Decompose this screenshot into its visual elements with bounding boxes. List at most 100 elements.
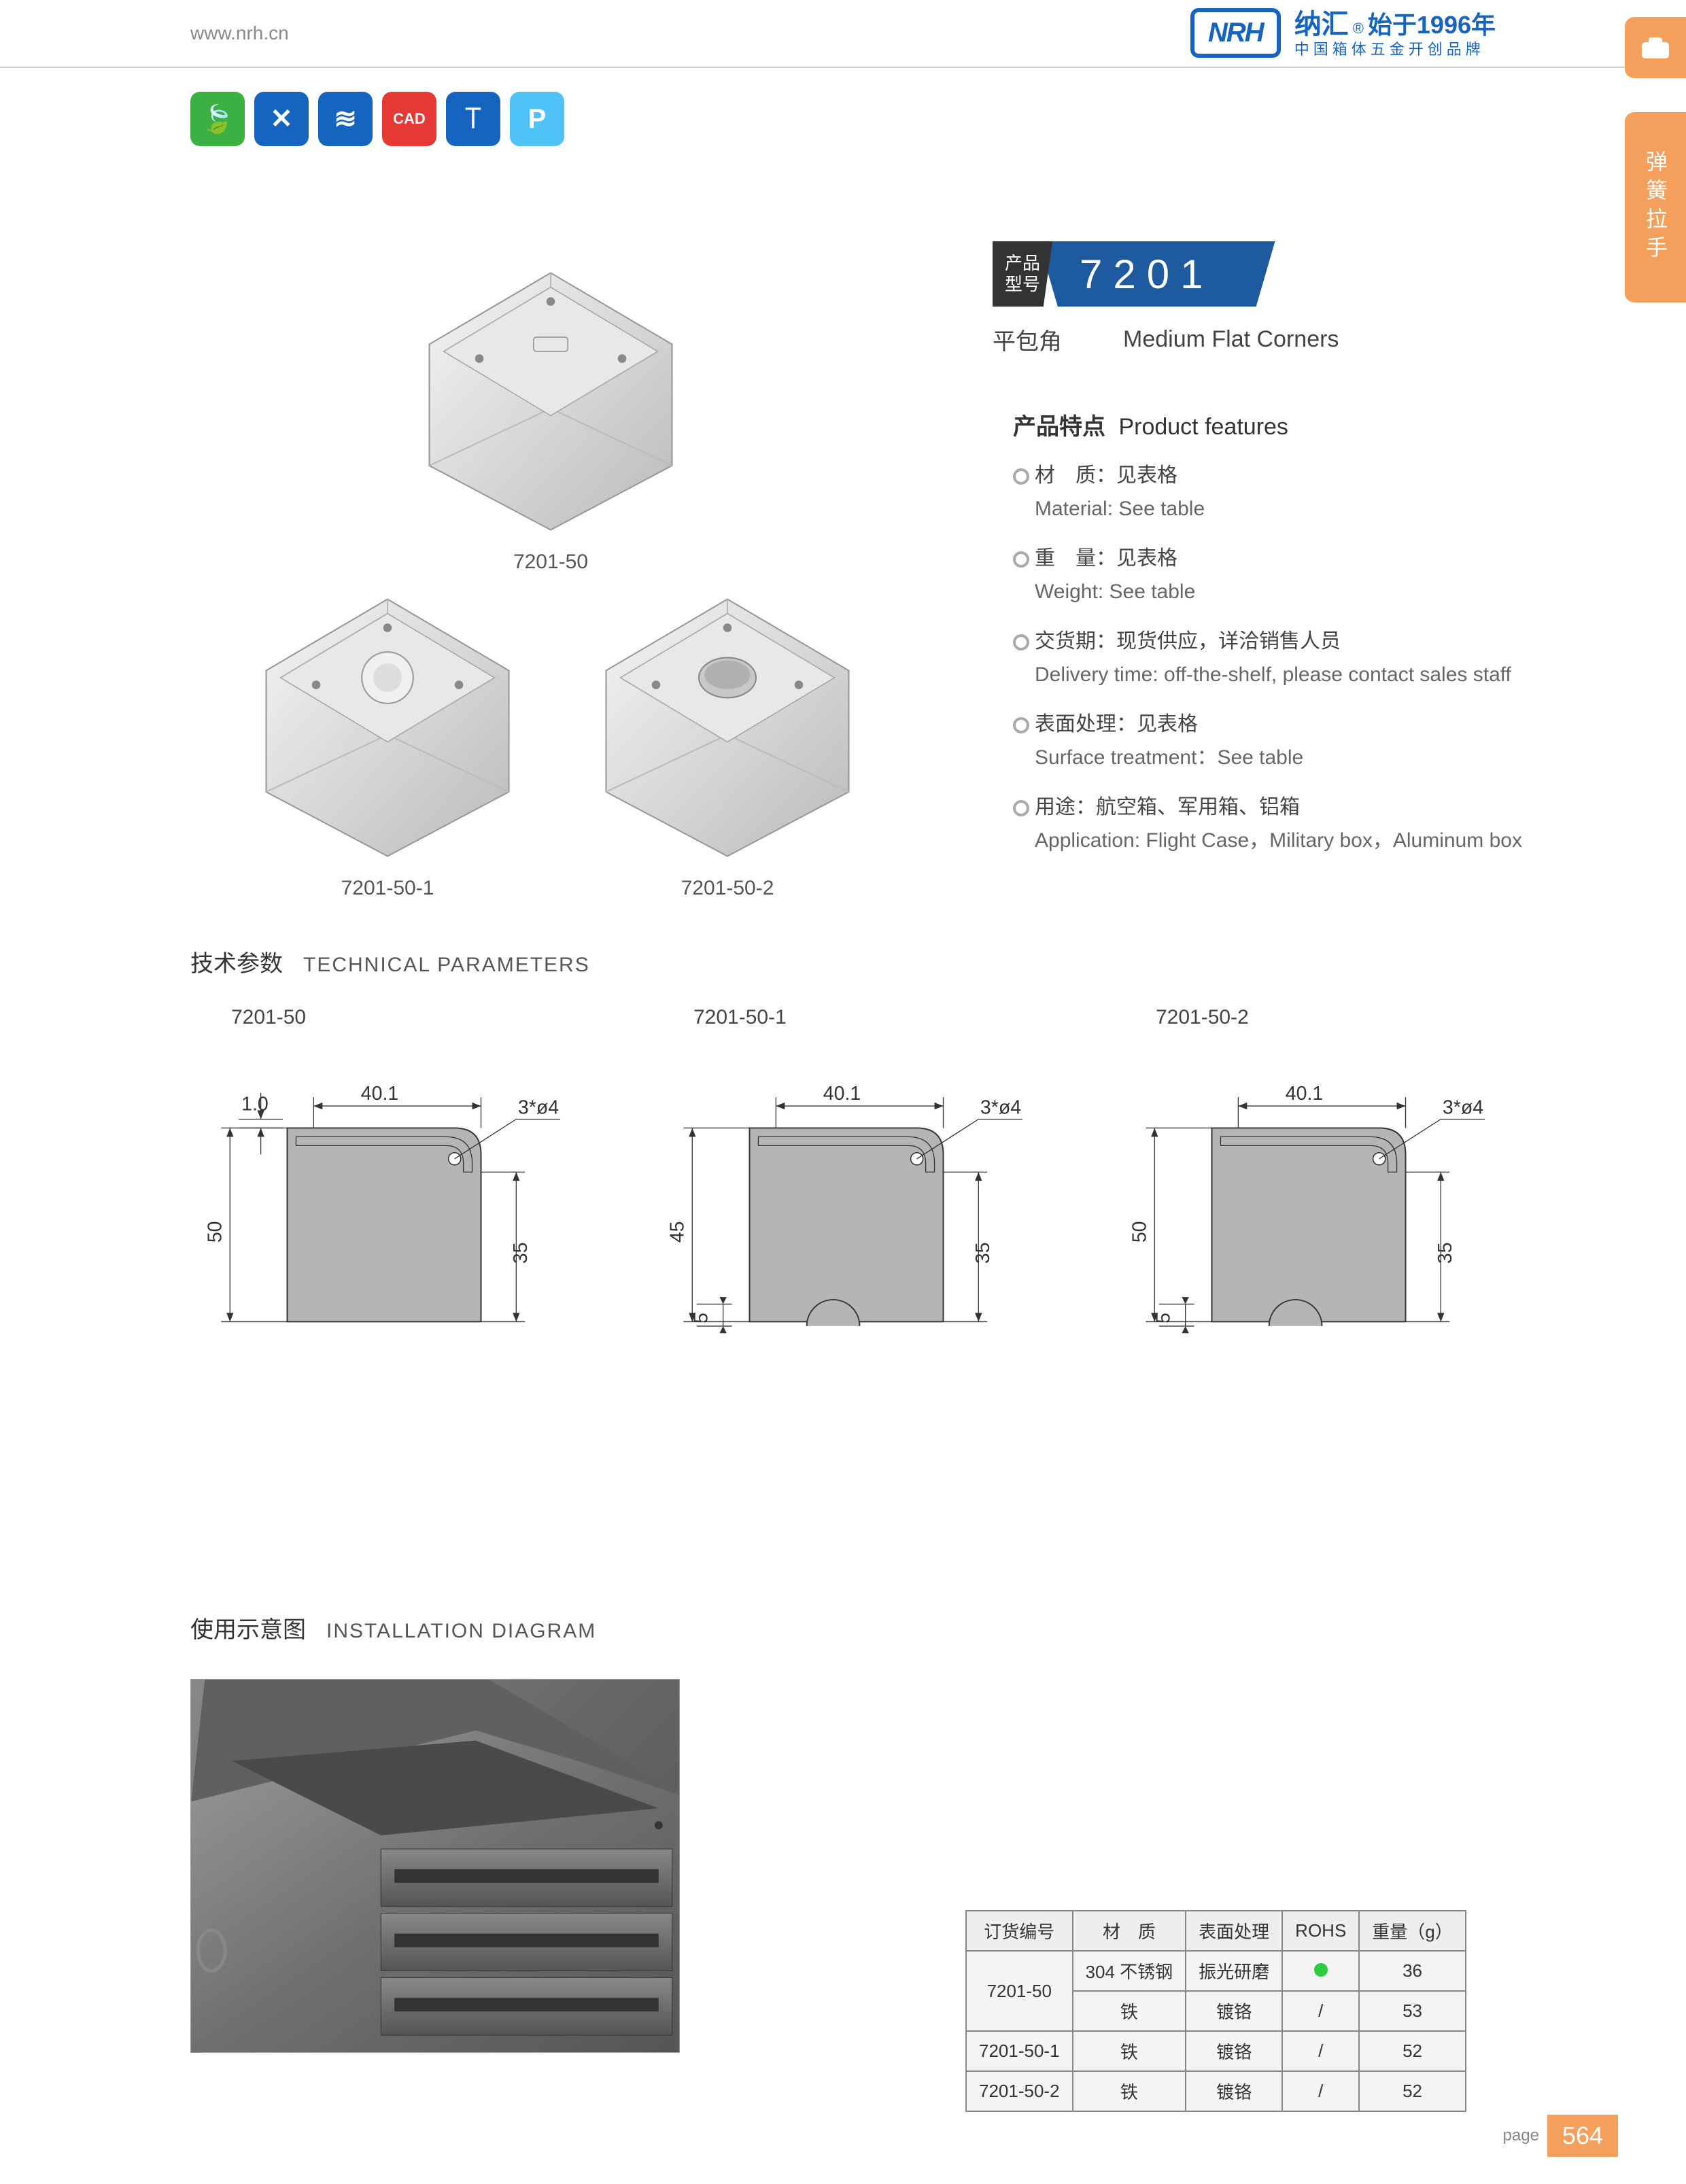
feature-item: 表面处理：见表格Surface treatment：See table [1013,709,1530,773]
product-label-1: 7201-50 [513,551,588,574]
logo-text: 纳汇 ® 始于1996年 中国箱体五金开创品牌 [1294,8,1496,58]
cell-surface: 镀铬 [1186,1991,1282,2031]
feature-icon: CAD [382,92,436,146]
cell-material: 铁 [1073,2071,1186,2111]
feature-icon: ≋ [318,92,373,146]
technical-drawing: 40.1 3*ø4 50 35 1.0 [190,1056,578,1376]
technical-diagrams: 7201-50 40.1 3*ø4 50 35 [190,1006,1536,1482]
page-number: page 564 [1503,2115,1618,2157]
side-tab-icon [1625,17,1686,78]
feature-item: 交货期：现货供应，详洽销售人员 Delivery time: off-the-sh… [1013,626,1530,690]
table-header: 重量（g） [1359,1911,1465,1951]
svg-text:3*ø4: 3*ø4 [518,1097,559,1119]
product-name: 平包角 Medium Flat Corners [993,323,1339,356]
diagram-label: 7201-50 [231,1006,612,1029]
logo-mark: NRH [1190,8,1281,58]
feature-text-en: Delivery time: off-the-shelf, please con… [1035,659,1530,690]
svg-text:35: 35 [1434,1243,1456,1264]
product-name-cn: 平包角 [993,323,1062,356]
table-header: ROHS [1282,1911,1359,1951]
brand-year: 始于1996年 [1368,10,1496,39]
cell-code: 7201-50-2 [966,2071,1073,2111]
brand-name-cn: 纳汇 [1294,8,1349,41]
page-number-value: 564 [1547,2115,1618,2157]
svg-text:40.1: 40.1 [823,1083,861,1105]
feature-icons-row: 🍃✕≋CAD⟙P [190,92,564,146]
cell-weight: 52 [1359,2031,1465,2071]
feature-text-cn: 交货期：现货供应，详洽销售人员 [1035,630,1341,653]
svg-text:35: 35 [972,1243,994,1264]
diagram-label: 7201-50-2 [1156,1006,1536,1029]
product-image-variant-2 [585,578,870,863]
cell-rohs: / [1282,2031,1359,2071]
code-label-line2: 型号 [1005,274,1040,295]
install-title: 使用示意图 INSTALLATION DIAGRAM [190,1611,596,1644]
product-code-banner: 产品 型号 7201 [993,241,1275,307]
technical-drawing: 40.1 3*ø4 45 35 5 [653,1056,1040,1376]
svg-text:40.1: 40.1 [361,1083,398,1105]
technical-drawing: 40.1 3*ø4 50 35 5 [1115,1056,1502,1376]
cell-material: 304 不锈钢 [1073,1951,1186,1991]
diagram-column: 7201-50-1 40.1 3*ø4 45 35 [653,1006,1074,1482]
product-features: 产品特点 Product features 材 质：见表格 Material: S… [1013,408,1530,875]
features-title: 产品特点 Product features [1013,408,1530,441]
rohs-dot-icon [1314,1963,1328,1977]
diagram-label: 7201-50-1 [693,1006,1074,1029]
feature-text-en: Material: See table [1035,493,1530,524]
product-label-2: 7201-50-1 [341,877,434,900]
feature-item: 材 质：见表格 Material: See table [1013,460,1530,524]
product-name-en: Medium Flat Corners [1123,326,1339,353]
svg-text:1.0: 1.0 [241,1094,269,1115]
product-label-3: 7201-50-2 [681,877,774,900]
cell-material: 铁 [1073,2031,1186,2071]
feature-text-cn: 重 量：见表格 [1035,547,1177,570]
svg-text:5: 5 [1152,1313,1174,1323]
feature-icon: ⟙ [446,92,500,146]
feature-text-cn: 用途：航空箱、军用箱、铝箱 [1035,796,1300,818]
feature-icon: 🍃 [190,92,245,146]
tech-params-title: 技术参数 TECHNICAL PARAMETERS [190,945,590,978]
tech-title-en: TECHNICAL PARAMETERS [303,954,590,977]
cell-weight: 53 [1359,1991,1465,2031]
installation-diagram-image [190,1679,680,2053]
svg-text:35: 35 [510,1243,532,1264]
feature-icon: P [510,92,564,146]
feature-text-en: Weight: See table [1035,576,1530,607]
product-code: 7201 [1039,241,1275,307]
cell-rohs [1282,1951,1359,1991]
install-title-cn: 使用示意图 [190,1611,306,1644]
cell-rohs: / [1282,1991,1359,2031]
feature-text-cn: 表面处理：见表格 [1035,713,1198,735]
install-title-en: INSTALLATION DIAGRAM [326,1620,596,1643]
brand-logo: NRH 纳汇 ® 始于1996年 中国箱体五金开创品牌 [1190,8,1496,58]
table-row: 7201-50-1铁镀铬/52 [966,2031,1466,2071]
code-label: 产品 型号 [993,241,1052,307]
svg-text:50: 50 [204,1221,226,1243]
table-header: 表面处理 [1186,1911,1282,1951]
table-row: 7201-50-2铁镀铬/52 [966,2071,1466,2111]
features-title-en: Product features [1118,414,1288,440]
cell-weight: 52 [1359,2071,1465,2111]
table-row: 7201-50304 不锈钢振光研磨36 [966,1951,1466,1991]
svg-text:5: 5 [690,1313,712,1323]
cell-material: 铁 [1073,1991,1186,2031]
feature-text-en: Application: Flight Case，Military box，Al… [1035,825,1530,856]
brand-tagline: 中国箱体五金开创品牌 [1294,41,1496,58]
feature-text-cn: 材 质：见表格 [1035,464,1177,487]
feature-item: 用途：航空箱、军用箱、铝箱 Application: Flight Case，Mi… [1013,792,1530,856]
svg-text:3*ø4: 3*ø4 [1443,1097,1483,1119]
side-tab-category: 弹簧拉手 [1625,112,1686,302]
page-label: page [1503,2126,1539,2145]
diagram-column: 7201-50-2 40.1 3*ø4 50 35 [1115,1006,1536,1482]
cell-weight: 36 [1359,1951,1465,1991]
features-title-cn: 产品特点 [1013,414,1105,440]
tech-title-cn: 技术参数 [190,945,283,978]
cell-surface: 镀铬 [1186,2071,1282,2111]
site-url: www.nrh.cn [190,22,289,44]
table-header: 订货编号 [966,1911,1073,1951]
table-header: 材 质 [1073,1911,1186,1951]
product-image-main [408,252,693,537]
svg-text:40.1: 40.1 [1286,1083,1323,1105]
specification-table: 订货编号材 质表面处理ROHS重量（g）7201-50304 不锈钢振光研磨36… [965,1910,1466,2112]
page-header: www.nrh.cn NRH 纳汇 ® 始于1996年 中国箱体五金开创品牌 [0,0,1686,68]
